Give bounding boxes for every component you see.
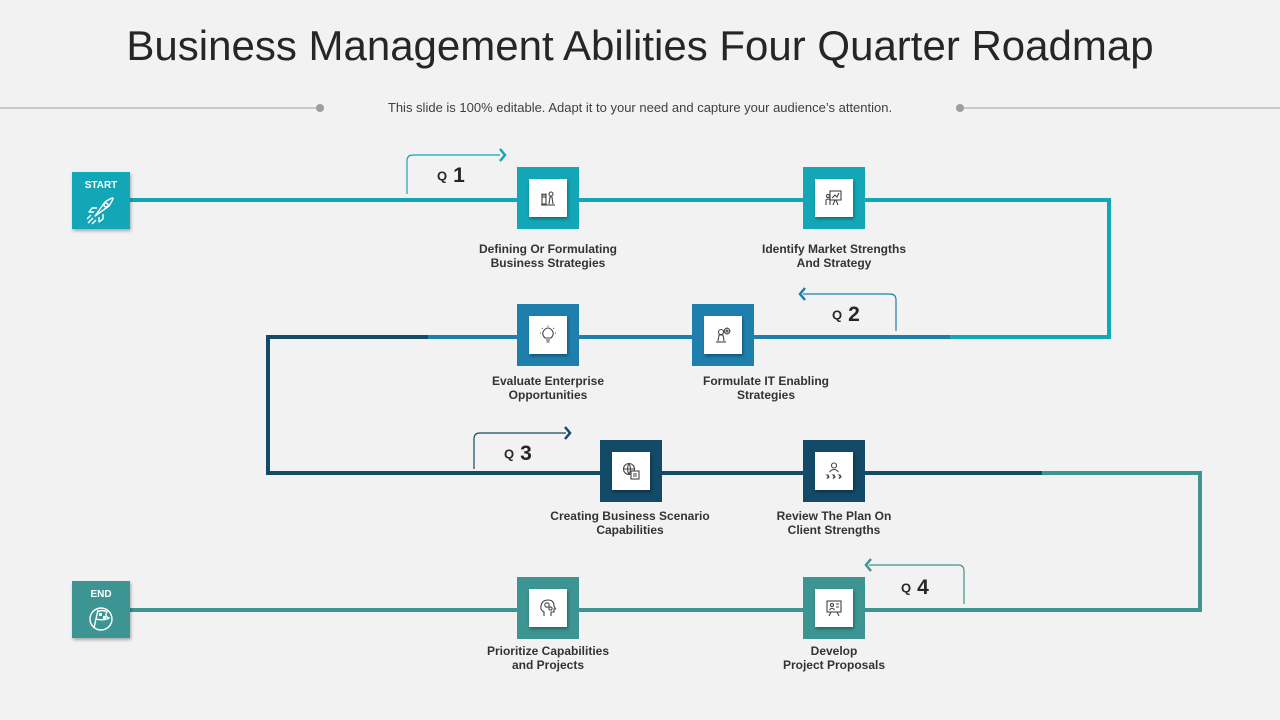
divider-left-dot (316, 104, 324, 112)
globe-document-icon (622, 462, 640, 480)
step-label-1: Defining Or Formulating Business Strateg… (448, 242, 648, 270)
finish-flag-icon (89, 607, 113, 631)
step-5-line-1: Creating Business Scenario (550, 509, 710, 523)
quarter-1-number: 1 (453, 164, 465, 187)
q1-arrow-head (499, 148, 507, 162)
quarter-1-prefix: Q (437, 168, 448, 184)
head-gears-icon (540, 599, 557, 616)
end-marker: END (72, 581, 130, 638)
step-6-line-2: Client Strengths (787, 523, 881, 537)
step-node-1 (517, 167, 579, 229)
step-7-line-2: Project Proposals (782, 658, 886, 672)
q4-arrow-line (869, 564, 965, 604)
step-1-line-2: Business Strategies (490, 256, 606, 270)
quarter-2-number: 2 (848, 303, 860, 326)
step-8-line-2: and Projects (511, 658, 585, 672)
step-8-line-1: Prioritize Capabilities (486, 644, 610, 658)
start-marker: START (72, 172, 130, 229)
step-label-4: Evaluate Enterprise Opportunities (448, 374, 648, 402)
step-3-line-2: Strategies (736, 388, 796, 402)
step-node-2 (803, 167, 865, 229)
step-label-3: Formulate IT Enabling Strategies (666, 374, 866, 402)
step-node-6 (803, 440, 865, 502)
start-label: START (84, 180, 118, 191)
step-node-5 (600, 440, 662, 502)
user-rating-icon (825, 462, 842, 479)
q3-arrow-head (564, 426, 572, 440)
path-row-4 (130, 471, 1202, 612)
project-board-icon (826, 600, 842, 617)
chess-gear-icon (716, 327, 731, 343)
step-label-2: Identify Market Strengths And Strategy (734, 242, 934, 270)
step-label-7: Develop Project Proposals (734, 644, 934, 672)
q2-arrow-line (803, 293, 897, 331)
lightbulb-icon (540, 325, 556, 343)
path-row-1 (130, 198, 1111, 339)
step-label-5: Creating Business Scenario Capabilities (530, 509, 730, 537)
step-5-line-2: Capabilities (596, 523, 664, 537)
step-node-8 (517, 577, 579, 639)
page-title: Business Management Abilities Four Quart… (126, 22, 1154, 69)
end-label: END (90, 589, 112, 600)
step-6-line-1: Review The Plan On (776, 509, 892, 523)
step-1-line-1: Defining Or Formulating (479, 242, 617, 256)
step-3-line-1: Formulate IT Enabling (702, 374, 829, 388)
quarter-3-number: 3 (520, 442, 532, 465)
chess-pieces-icon (541, 191, 555, 206)
step-node-7 (803, 577, 865, 639)
rocket-icon (86, 197, 114, 225)
step-label-8: Prioritize Capabilities and Projects (448, 644, 648, 672)
divider-right-dot (956, 104, 964, 112)
q1-arrow-line (406, 154, 500, 194)
step-2-line-2: And Strategy (796, 256, 872, 270)
quarter-3-prefix: Q (504, 446, 515, 462)
step-node-3 (692, 304, 754, 366)
step-7-line-1: Develop (810, 644, 858, 658)
quarter-4-prefix: Q (901, 580, 912, 596)
step-4-line-1: Evaluate Enterprise (491, 374, 605, 388)
q2-arrow-head (798, 287, 806, 301)
presentation-board-icon (825, 190, 842, 206)
page-subtitle: This slide is 100% editable. Adapt it to… (387, 100, 893, 115)
step-2-line-1: Identify Market Strengths (761, 242, 907, 256)
step-label-6: Review The Plan On Client Strengths (734, 509, 934, 537)
step-4-line-2: Opportunities (508, 388, 588, 402)
q4-arrow-head (864, 558, 872, 572)
quarter-4-number: 4 (917, 576, 929, 599)
q3-arrow-line (473, 432, 566, 469)
step-node-4 (517, 304, 579, 366)
quarter-2-prefix: Q (832, 307, 843, 323)
